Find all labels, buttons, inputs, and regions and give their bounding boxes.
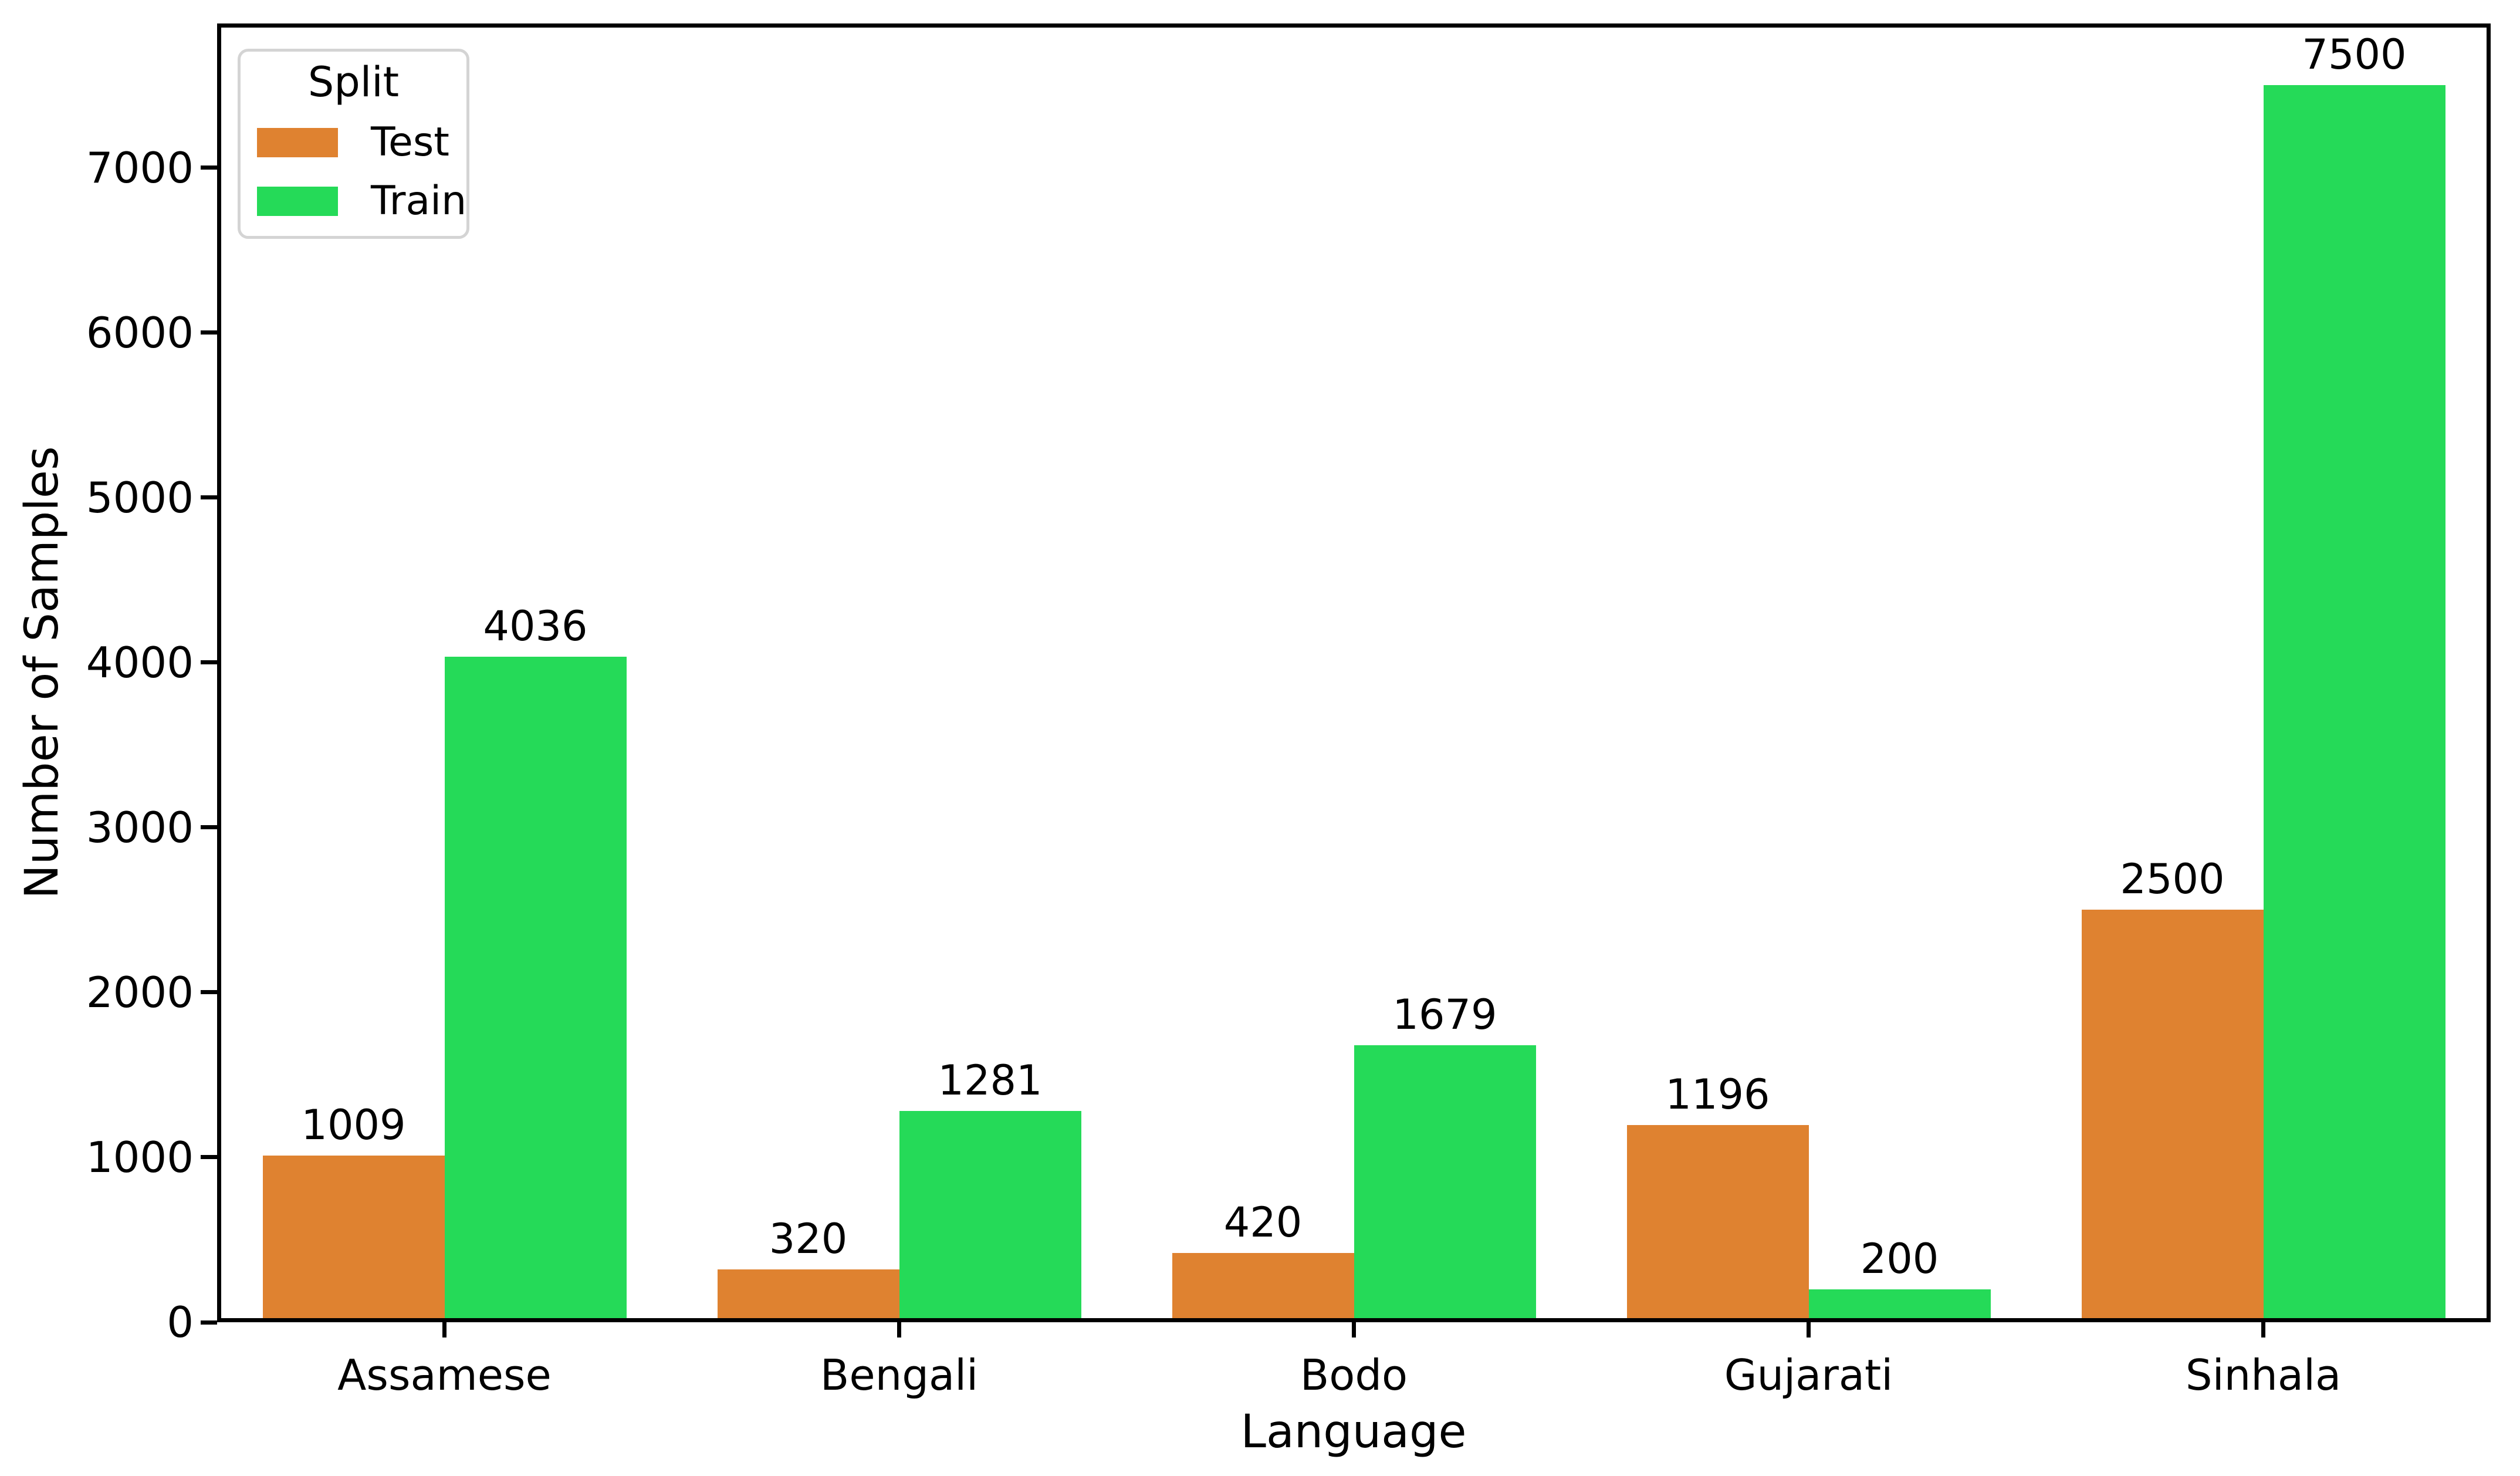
bar-value-label-gujarati-test: 1196 [1665, 1070, 1770, 1119]
x-tick-mark [1807, 1322, 1811, 1337]
y-tick-mark [201, 330, 217, 335]
x-tick-mark [897, 1322, 901, 1337]
legend: Split Test Train [238, 49, 469, 239]
bar-value-label-sinhala-test: 2500 [2120, 855, 2225, 903]
y-tick-mark [201, 990, 217, 995]
bar-gujarati-train [1808, 1289, 1991, 1322]
y-tick-label: 6000 [86, 308, 194, 357]
bar-assamese-test [262, 1156, 445, 1322]
y-tick-label: 5000 [86, 472, 194, 522]
x-tick-label-assamese: Assamese [337, 1350, 552, 1400]
y-tick-mark [201, 660, 217, 665]
bar-bengali-train [899, 1111, 1081, 1322]
bar-value-label-gujarati-train: 200 [1860, 1235, 1939, 1283]
bar-value-label-bengali-test: 320 [769, 1215, 848, 1263]
bar-value-label-bodo-train: 1679 [1392, 991, 1497, 1039]
bar-gujarati-test [1626, 1125, 1809, 1322]
x-tick-mark [1352, 1322, 1356, 1337]
x-tick-label-bodo: Bodo [1300, 1350, 1408, 1400]
y-tick-label: 1000 [86, 1132, 194, 1182]
legend-swatch-test-icon [257, 128, 338, 157]
legend-item-label: Train [371, 178, 467, 224]
bar-bengali-test [717, 1269, 899, 1322]
y-tick-label: 3000 [86, 802, 194, 852]
x-tick-mark [442, 1322, 447, 1337]
bar-value-label-assamese-train: 4036 [483, 602, 588, 650]
bar-bodo-test [1172, 1253, 1354, 1322]
y-tick-mark [201, 1320, 217, 1325]
y-tick-mark [201, 825, 217, 830]
bar-value-label-sinhala-train: 7500 [2302, 31, 2407, 79]
x-tick-mark [2261, 1322, 2265, 1337]
y-tick-mark [201, 165, 217, 170]
x-tick-label-bengali: Bengali [820, 1350, 979, 1400]
legend-item: Train [241, 178, 466, 225]
bar-value-label-bodo-test: 420 [1223, 1198, 1303, 1247]
y-tick-mark [201, 495, 217, 500]
y-tick-label: 0 [167, 1298, 194, 1347]
bar-value-label-assamese-test: 1009 [301, 1101, 406, 1149]
legend-item-label: Test [371, 119, 449, 165]
bar-value-label-bengali-train: 1281 [938, 1056, 1043, 1105]
y-tick-label: 4000 [86, 637, 194, 687]
legend-swatch-train-icon [257, 187, 338, 216]
y-tick-label: 7000 [86, 143, 194, 192]
bar-bodo-train [1354, 1045, 1536, 1322]
y-tick-label: 2000 [86, 967, 194, 1017]
x-axis-label: Language [1240, 1406, 1467, 1458]
x-tick-label-sinhala: Sinhala [2185, 1350, 2342, 1400]
bar-sinhala-test [2081, 910, 2264, 1322]
bar-sinhala-train [2263, 85, 2445, 1322]
y-tick-mark [201, 1155, 217, 1160]
bar-assamese-train [444, 657, 627, 1322]
legend-item: Test [241, 119, 466, 166]
x-tick-label-gujarati: Gujarati [1724, 1350, 1893, 1400]
legend-title: Split [307, 58, 400, 106]
